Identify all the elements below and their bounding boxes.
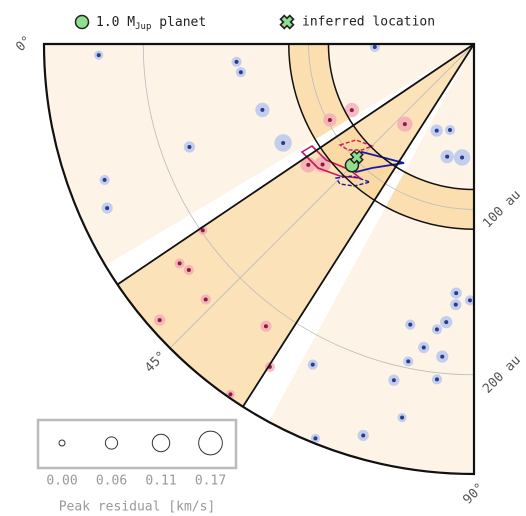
point xyxy=(187,145,192,150)
size-legend-marker xyxy=(104,436,119,450)
point xyxy=(313,436,318,441)
point xyxy=(310,362,315,367)
grid-spoke xyxy=(169,44,474,349)
outer-boundary xyxy=(42,42,476,476)
point xyxy=(186,268,191,273)
wedge-edge xyxy=(242,43,475,408)
theta-tick-label: 45° xyxy=(142,349,169,376)
point xyxy=(434,128,439,133)
point xyxy=(421,345,426,350)
point xyxy=(306,162,311,167)
point xyxy=(400,415,405,420)
point xyxy=(263,324,268,329)
legend-text: 1.0 M xyxy=(96,15,135,30)
contour xyxy=(300,144,363,180)
point xyxy=(454,291,459,296)
wedge-edge xyxy=(117,43,475,286)
ring-edge xyxy=(288,43,475,230)
point xyxy=(391,378,396,383)
point xyxy=(408,322,413,327)
point xyxy=(447,128,452,133)
point xyxy=(200,228,205,233)
point xyxy=(105,206,110,211)
r-tick-label: 100 au xyxy=(480,187,524,231)
gap xyxy=(242,44,474,422)
size-legend-label: 0.06 xyxy=(96,474,127,489)
size-legend-title: Peak residual [km/s] xyxy=(59,500,216,515)
theta-tick-label: 0° xyxy=(13,33,35,55)
ring-edge xyxy=(327,43,475,191)
point xyxy=(228,392,233,397)
size-legend-marker xyxy=(58,439,66,447)
size-legend-label: 0.17 xyxy=(195,474,226,489)
legend-sub: Jup xyxy=(135,22,151,32)
point xyxy=(102,177,107,182)
point xyxy=(453,302,458,307)
point xyxy=(234,59,239,64)
ring xyxy=(288,44,474,230)
size-legend-label: 0.00 xyxy=(46,474,77,489)
gap xyxy=(105,44,474,285)
point xyxy=(372,44,377,49)
theta-tick-label: 90° xyxy=(460,480,487,507)
point xyxy=(467,298,472,303)
point xyxy=(361,433,366,438)
size-legend-label: 0.11 xyxy=(145,474,176,489)
point xyxy=(406,359,411,364)
legend: 1.0 MJup planet inferred location xyxy=(74,14,435,32)
legend-label: 1.0 MJup planet xyxy=(96,15,206,32)
size-legend: Peak residual [km/s] 0.00 0.06 0.11 0.17 xyxy=(36,418,238,515)
point xyxy=(445,154,450,159)
point xyxy=(320,162,325,167)
point xyxy=(157,318,162,323)
point xyxy=(203,297,208,302)
contour xyxy=(338,139,374,151)
legend-text: planet xyxy=(151,15,206,30)
point xyxy=(96,53,101,58)
r-tick-label: 200 au xyxy=(480,353,524,397)
point xyxy=(327,117,332,122)
point xyxy=(460,155,465,160)
legend-marker xyxy=(279,14,295,30)
point xyxy=(260,107,265,112)
legend-label: inferred location xyxy=(302,15,435,30)
markers xyxy=(344,150,364,173)
legend-marker xyxy=(74,14,90,30)
point xyxy=(281,140,286,145)
point xyxy=(440,354,445,359)
point xyxy=(434,327,439,332)
size-legend-marker xyxy=(151,433,171,453)
inferred-location xyxy=(349,150,364,165)
halos xyxy=(94,44,474,443)
size-legend-marker xyxy=(198,430,223,456)
dots xyxy=(96,44,472,441)
plot-content xyxy=(44,44,474,474)
point xyxy=(177,261,182,266)
wedge xyxy=(117,44,474,407)
point xyxy=(444,320,449,325)
point xyxy=(434,377,439,382)
point xyxy=(349,108,354,113)
point xyxy=(238,70,243,75)
regions xyxy=(105,44,474,422)
contour xyxy=(334,175,373,187)
point xyxy=(402,122,407,127)
size-legend-box xyxy=(36,418,238,470)
